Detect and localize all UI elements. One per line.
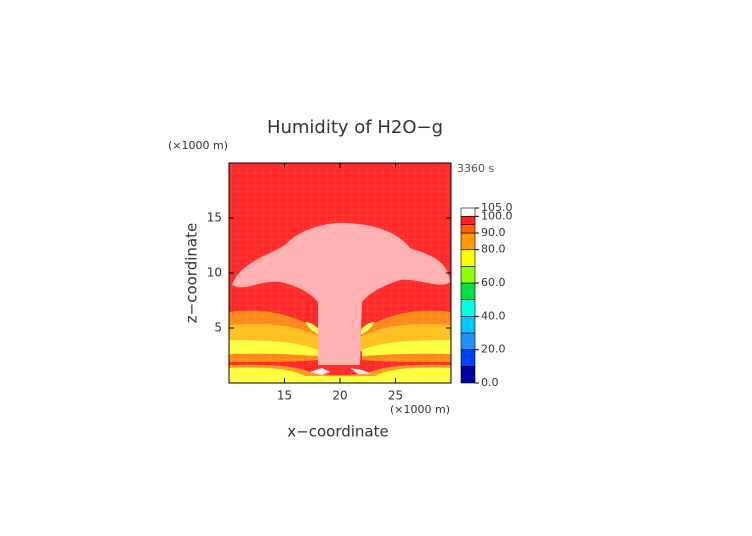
y-tick-label: 10 (207, 266, 222, 280)
colorbar-label: 40.0 (481, 309, 506, 322)
colorbar-band (460, 332, 476, 350)
colorbar-band (460, 224, 476, 234)
x-tick-label: 15 (277, 389, 292, 403)
y-tick-label: 15 (207, 211, 222, 225)
time-label: 3360 s (457, 162, 494, 175)
colorbar-band (460, 316, 476, 334)
colorbar-band (460, 366, 476, 384)
x-axis-label: x−coordinate (287, 423, 388, 441)
colorbar-label: 60.0 (481, 276, 506, 289)
colorbar-label: 80.0 (481, 243, 506, 256)
x-tick-label: 20 (332, 389, 347, 403)
colorbar-band (460, 299, 476, 317)
colorbar-band (460, 232, 476, 250)
x-tick-label: 25 (388, 389, 403, 403)
colorbar-label: 90.0 (481, 226, 506, 239)
colorbar-label: 0.0 (481, 376, 499, 389)
y-axis-label: z−coordinate (183, 223, 201, 323)
colorbar-label: 100.0 (481, 209, 513, 222)
y-unit: (×1000 m) (168, 139, 228, 152)
colorbar-band (460, 282, 476, 300)
colorbar-band (460, 207, 476, 217)
colorbar-band (460, 266, 476, 284)
colorbar-band (460, 216, 476, 225)
chart-title: Humidity of H2O−g (267, 117, 443, 138)
x-unit: (×1000 m) (390, 403, 450, 416)
y-tick-label: 5 (214, 321, 222, 335)
colorbar-band (460, 349, 476, 367)
colorbar-label: 20.0 (481, 343, 506, 356)
field-mesh (229, 163, 451, 383)
colorbar-band (460, 249, 476, 267)
colorbar-label: 105.0 (481, 201, 513, 214)
contour-field (229, 163, 451, 383)
